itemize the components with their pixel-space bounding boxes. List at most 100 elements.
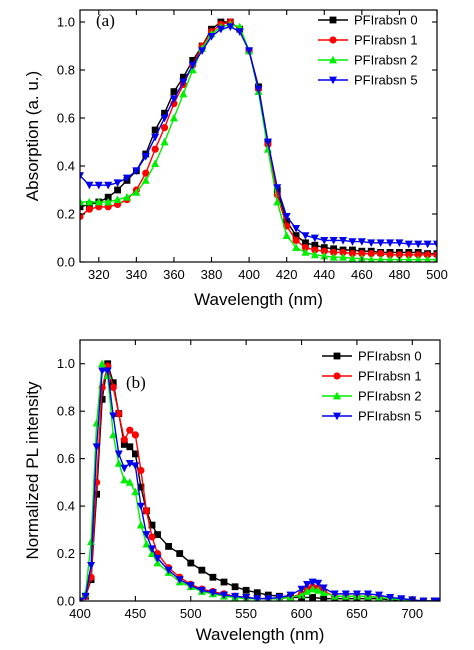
panel-b-series-3-point — [120, 464, 129, 473]
panel-b-series-0-point — [154, 531, 161, 538]
panel-a-x-tick-label: 440 — [313, 267, 335, 282]
panel-a-series-3-point — [85, 181, 94, 190]
panel-a-series-2-point — [141, 176, 150, 184]
panel-b-series-2-point — [109, 430, 118, 439]
panel-b-series-3-point — [352, 590, 361, 599]
panel-b-legend-marker-2 — [333, 391, 341, 400]
panel-a-series-3-point — [348, 238, 357, 246]
panel-a-legend-label-1: PFIrabsn 1 — [354, 33, 418, 48]
panel-a-series-0-point — [114, 186, 121, 194]
panel-a-series-3-point — [301, 232, 310, 240]
panel-b-series-2-point — [319, 588, 328, 597]
panel-b-series-2-point — [308, 584, 317, 593]
panel-a-series-3-point — [376, 239, 385, 247]
panel-a-series-3-point — [433, 240, 437, 249]
panel-b-series-0-point — [109, 379, 117, 387]
panel-b-x-tick-label: 600 — [291, 606, 313, 621]
panel-b-y-tick-label: 0.0 — [57, 594, 75, 609]
panel-a-series-2-point — [282, 231, 291, 239]
panel-a-legend-label-3: PFIrabsn 5 — [354, 73, 418, 88]
panel-a-series-0-point — [349, 246, 356, 254]
panel-a-series-2-point — [292, 243, 301, 251]
panel-b-series-1-point — [120, 436, 128, 444]
panel-b-series-2-point — [303, 587, 312, 595]
panel-b-series-3-point — [81, 592, 90, 601]
panel-a-series-2-point — [169, 113, 178, 122]
panel-a-series-2-point — [310, 250, 319, 259]
panel-a-series-1-point — [160, 124, 169, 132]
panel-a-series-1-point — [358, 250, 366, 258]
panel-a-series-2-point — [405, 255, 413, 262]
panel-a-series-3-point — [273, 184, 282, 192]
panel-a-series-3-point — [245, 47, 254, 55]
panel-a-series-2-point — [122, 193, 131, 201]
panel-a-series-3-point — [94, 181, 103, 190]
panel-b-series-3-point — [397, 595, 406, 601]
panel-b-series-1-point — [148, 533, 156, 541]
panel-a-series-2-point — [386, 255, 394, 262]
panel-b-series-3-point — [142, 531, 151, 539]
panel-a-series-2-point — [179, 89, 188, 98]
panel-b-series-1-point — [131, 431, 139, 439]
panel-a-x-tick-label: 380 — [201, 267, 223, 282]
panel-a-series-2-point — [320, 251, 329, 260]
panel-a-x-tick-label: 500 — [426, 267, 448, 282]
panel-a-series-3-point — [122, 174, 131, 183]
panel-a-series-3-point — [188, 61, 197, 70]
panel-a-series-3-point — [414, 240, 423, 249]
panel-a-series-0-point — [104, 193, 112, 201]
panel-b-series-1-point — [137, 466, 145, 475]
panel-a-series-1-point — [142, 169, 150, 177]
panel-b-y-tick-label: 0.8 — [57, 404, 75, 419]
panel-b-series-3-point — [109, 412, 118, 421]
panel-b-series-3-point — [319, 584, 328, 593]
panel-b-series-2-point — [297, 590, 306, 599]
panel-a-y-tick-label: 0.8 — [57, 63, 75, 78]
panel-b-y-tick-label: 0.6 — [57, 451, 75, 466]
panel-b-series-0-point — [176, 550, 184, 557]
panel-b-legend-label-3: PFIrabsn 5 — [358, 409, 422, 424]
panel-b-series-3-point — [253, 595, 262, 601]
panel-b-series-3-point — [114, 450, 123, 459]
panel-a-legend-marker-1 — [329, 36, 337, 44]
panel-a-x-tick-label: 460 — [351, 267, 373, 282]
panel-a-series-2-point — [329, 253, 338, 261]
panel-b-series-3-point — [164, 566, 173, 575]
panel-b-legend-marker-3 — [333, 412, 341, 421]
panel-a-x-tick-label: 320 — [88, 267, 110, 282]
panel-b-y-tick-label: 0.4 — [57, 499, 75, 514]
panel-b-series-3-point — [364, 590, 372, 599]
panel-a-series-1-point — [414, 251, 422, 259]
panel-a-series-2-point — [273, 197, 282, 206]
panel-a-series-3-point — [423, 240, 432, 249]
panel-a-legend-marker-3 — [329, 76, 337, 85]
panel-b-legend-label-0: PFIrabsn 0 — [358, 349, 422, 364]
panel-b-y-tick-label: 1.0 — [57, 356, 75, 371]
panel-b-series-2-point — [98, 359, 107, 368]
panel-b-series-3-line — [80, 370, 440, 601]
panel-a-y-tick-label: 1.0 — [57, 15, 75, 30]
panel-b-series-3-point — [375, 591, 384, 600]
panel-b-series-3-point — [186, 582, 195, 590]
panel-a-series-1-point — [320, 247, 328, 255]
panel-a-series-3-point — [207, 33, 216, 41]
panel-a-series-3-point — [310, 234, 319, 243]
panel-b-series-1-point — [142, 507, 151, 515]
panel-a-series-2-point — [301, 248, 310, 256]
panel-b-series-0-point — [209, 573, 217, 581]
panel-a-series-2-point — [339, 253, 348, 261]
panel-a-series-3-point — [80, 172, 84, 180]
panel-a-series-2-point — [113, 195, 122, 203]
panel-a-series-3-point — [357, 238, 366, 246]
panel-a-series-0-point — [151, 126, 159, 134]
panel-b-series-3-point — [98, 367, 107, 376]
panel-b-series-3-point — [303, 580, 312, 589]
panel-a-series-0-point — [283, 217, 291, 225]
panel-a-series-3 — [80, 23, 437, 249]
panel-b-series-0-point — [137, 483, 145, 491]
panel-a-series-1-point — [386, 251, 394, 259]
panel-b-series-3-point — [103, 367, 112, 376]
panel-a-legend-marker-2 — [329, 55, 337, 64]
panel-b-series-0-point — [220, 578, 228, 586]
panel-b-series-2-point — [131, 487, 140, 496]
